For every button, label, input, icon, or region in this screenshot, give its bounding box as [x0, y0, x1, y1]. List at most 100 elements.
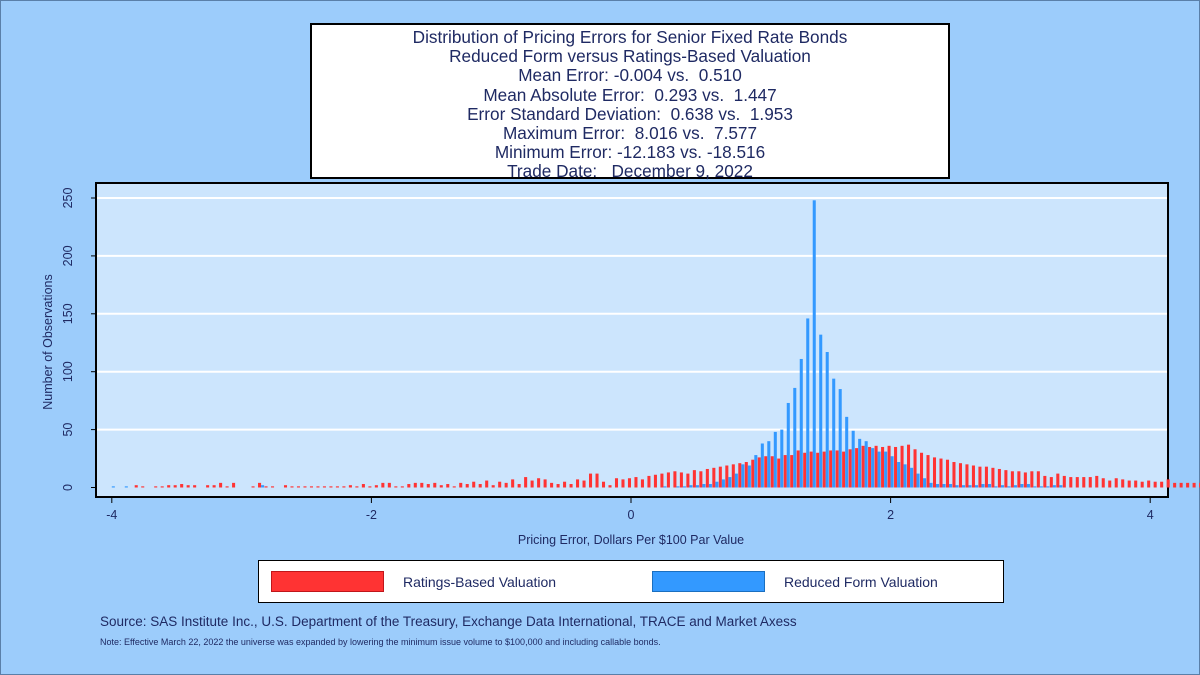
bar-ratings	[329, 486, 333, 488]
x-tick-label: 2	[887, 508, 894, 522]
x-tick-label: 0	[628, 508, 635, 522]
bar-ratings	[1069, 477, 1073, 488]
bar-ratings	[900, 445, 904, 488]
bar-ratings	[225, 486, 229, 488]
y-tick-label: 150	[61, 303, 75, 324]
bar-ratings	[978, 466, 982, 488]
bar-reduced	[1020, 484, 1024, 488]
bars	[111, 200, 1200, 488]
bar-ratings	[991, 467, 995, 488]
bar-ratings	[258, 482, 262, 488]
bar-ratings	[316, 486, 320, 488]
bar-ratings	[894, 446, 898, 488]
bar-ratings	[173, 485, 177, 488]
bar-reduced	[793, 387, 797, 488]
bar-reduced	[1039, 486, 1043, 488]
bar-ratings	[413, 482, 417, 488]
bar-ratings	[394, 486, 398, 488]
bar-ratings	[212, 485, 216, 488]
bar-reduced	[721, 479, 725, 488]
bar-reduced	[715, 481, 719, 488]
bar-ratings	[1147, 480, 1151, 488]
stat-mean-error: Mean Error: -0.004 vs. 0.510	[518, 65, 742, 86]
bar-ratings	[673, 471, 677, 488]
bar-ratings	[816, 452, 820, 488]
bar-reduced	[832, 378, 836, 488]
bar-ratings	[504, 482, 508, 488]
bar-ratings	[381, 482, 385, 488]
bar-ratings	[368, 486, 372, 488]
bar-ratings	[459, 482, 463, 488]
bar-reduced	[663, 486, 667, 488]
bar-ratings	[997, 468, 1001, 488]
bar-ratings	[835, 450, 839, 488]
bar-reduced	[1000, 485, 1004, 488]
bar-ratings	[251, 486, 255, 488]
bar-ratings	[219, 482, 223, 488]
bar-ratings	[705, 468, 709, 488]
bar-ratings	[945, 459, 950, 488]
bar-ratings	[582, 480, 586, 488]
bar-ratings	[1101, 478, 1105, 488]
bar-ratings	[751, 459, 755, 488]
bar-ratings	[939, 458, 943, 488]
bar-ratings	[679, 472, 683, 488]
chart-title: Distribution of Pricing Errors for Senio…	[412, 27, 848, 47]
bar-reduced	[955, 485, 959, 488]
bar-reduced	[261, 485, 265, 488]
legend-swatch-ratings	[271, 571, 384, 592]
bar-ratings	[692, 470, 696, 488]
bar-ratings	[134, 485, 138, 488]
x-tick-label: -4	[106, 508, 117, 522]
bar-reduced	[949, 484, 953, 488]
bar-ratings	[465, 484, 469, 488]
bar-ratings	[725, 465, 729, 488]
bar-reduced	[773, 431, 777, 488]
legend: Ratings-Based Valuation Reduced Form Val…	[258, 560, 1004, 603]
note-text: Note: Effective March 22, 2022 the unive…	[100, 637, 661, 647]
bar-ratings	[1075, 477, 1079, 488]
chart-subtitle: Reduced Form versus Ratings-Based Valuat…	[449, 46, 811, 67]
bar-reduced	[1059, 485, 1063, 488]
bar-ratings	[822, 451, 826, 488]
y-tick-label: 250	[61, 188, 75, 209]
bar-ratings	[984, 466, 988, 488]
bar-ratings	[361, 484, 365, 488]
bar-reduced	[903, 464, 907, 488]
bar-ratings	[913, 449, 917, 488]
bar-ratings	[855, 448, 859, 488]
bar-reduced	[741, 464, 745, 488]
bar-ratings	[660, 473, 664, 488]
bar-ratings	[666, 472, 670, 488]
bar-ratings	[952, 462, 956, 488]
bar-ratings	[167, 485, 171, 488]
bar-ratings	[764, 456, 768, 488]
bar-reduced	[780, 429, 784, 488]
bar-ratings	[160, 486, 164, 488]
legend-label-reduced: Reduced Form Valuation	[784, 574, 938, 590]
bar-ratings	[1062, 475, 1066, 488]
bar-ratings	[640, 479, 644, 488]
bar-ratings	[511, 479, 515, 488]
bar-reduced	[728, 477, 732, 488]
bar-reduced	[981, 484, 985, 488]
bar-ratings	[472, 481, 476, 488]
bar-ratings	[1173, 482, 1177, 488]
bar-reduced	[923, 478, 927, 488]
bar-reduced	[825, 352, 829, 488]
bar-ratings	[887, 445, 891, 488]
bar-reduced	[942, 484, 946, 488]
stat-mean-absolute-error: Mean Absolute Error: 0.293 vs. 1.447	[483, 84, 777, 105]
bar-ratings	[881, 446, 885, 488]
bar-reduced	[708, 484, 712, 488]
x-axis-label: Pricing Error, Dollars Per $100 Par Valu…	[518, 533, 744, 547]
bar-ratings	[627, 478, 631, 488]
bar-ratings	[1192, 482, 1196, 488]
trade-date: Trade Date: December 9, 2022	[507, 161, 753, 182]
bar-ratings	[537, 478, 541, 488]
y-tick-label: 200	[61, 245, 75, 266]
bar-ratings	[868, 446, 872, 488]
bar-reduced	[1046, 486, 1050, 488]
bar-reduced	[689, 485, 693, 488]
bar-ratings	[439, 485, 443, 488]
